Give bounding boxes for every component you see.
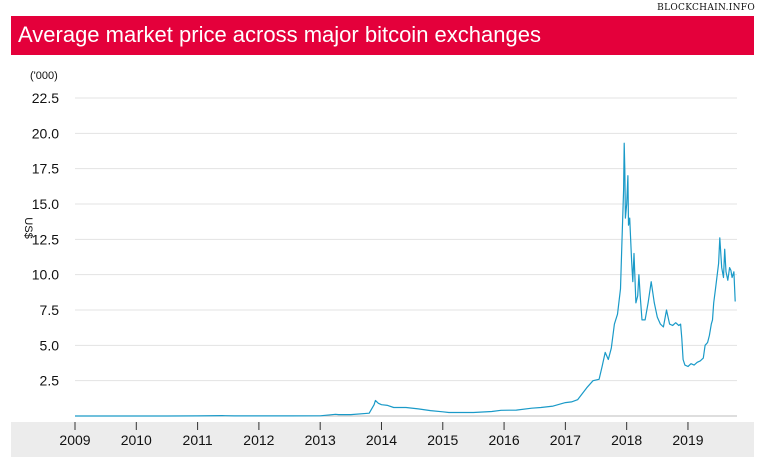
y-tick-label: 10.0 — [32, 267, 59, 283]
x-axis-band — [11, 422, 754, 457]
x-tick-label: 2010 — [121, 432, 152, 448]
y-tick-label: 22.5 — [32, 90, 59, 106]
x-axis-tick-labels: 2009 2010 2011 2012 2013 2014 2015 2016 2017 2018… — [59, 422, 704, 448]
y-tick-label: 15.0 — [32, 196, 59, 212]
source-credit: BLOCKCHAIN.INFO — [657, 3, 755, 13]
x-tick-label: 2013 — [305, 432, 336, 448]
x-tick-label: 2016 — [488, 432, 519, 448]
y-axis-tick-labels: 2.5 5.0 7.5 10.0 12.5 15.0 17.5 20.0 22.5 — [32, 90, 59, 389]
series-line-price — [75, 142, 736, 417]
y-axis-unit: ('000) — [30, 70, 58, 82]
x-tick-label: 2012 — [243, 432, 274, 448]
y-tick-label: 7.5 — [40, 302, 60, 318]
x-tick-label: 2014 — [366, 432, 397, 448]
title-bar: Average market price across major bitcoi… — [11, 16, 754, 55]
y-tick-label: 20.0 — [32, 125, 59, 141]
y-tick-label: 2.5 — [40, 373, 60, 389]
chart-title: Average market price across major bitcoi… — [18, 22, 541, 47]
x-tick-label: 2009 — [59, 432, 90, 448]
x-tick-label: 2015 — [427, 432, 458, 448]
x-tick-label: 2011 — [183, 432, 213, 448]
y-tick-label: 17.5 — [32, 161, 59, 177]
x-tick-label: 2019 — [672, 432, 703, 448]
gridlines — [75, 97, 737, 417]
x-tick-label: 2017 — [550, 432, 581, 448]
y-axis-label: US$ — [22, 217, 34, 238]
y-tick-label: 5.0 — [40, 337, 60, 353]
x-tick-label: 2018 — [611, 432, 642, 448]
y-tick-label: 12.5 — [32, 231, 59, 247]
